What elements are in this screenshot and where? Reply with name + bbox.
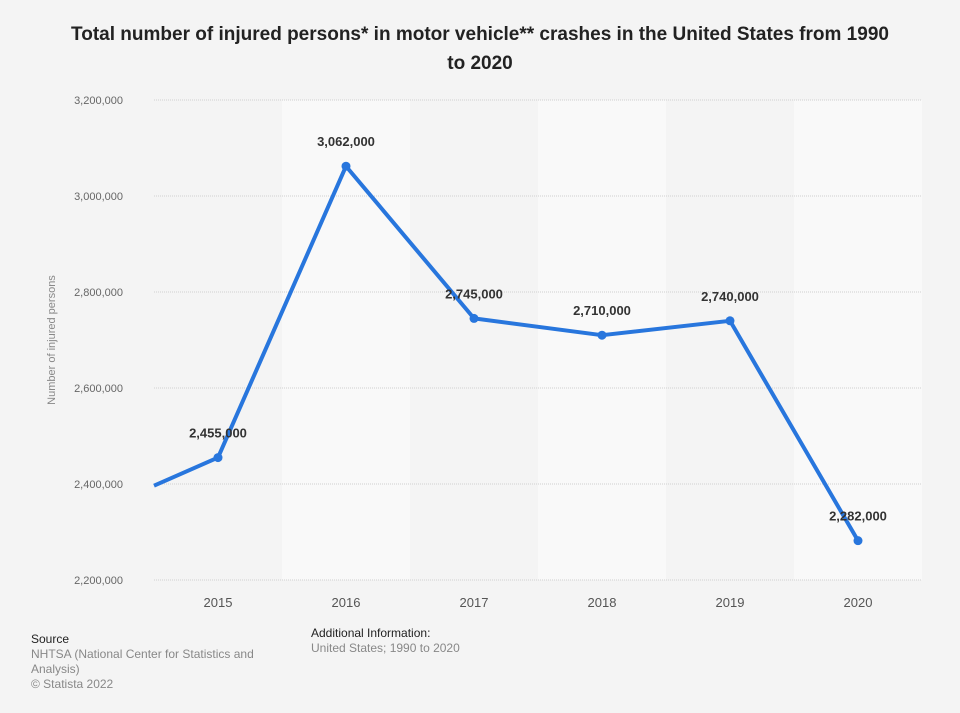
y-tick-label: 2,400,000 bbox=[74, 479, 123, 491]
y-axis-label: Number of injured persons bbox=[46, 275, 58, 405]
y-tick-label: 3,200,000 bbox=[74, 95, 123, 107]
y-tick-label: 2,600,000 bbox=[74, 383, 123, 395]
additional-info-block: Additional Information: United States; 1… bbox=[311, 626, 551, 656]
data-point bbox=[213, 453, 223, 463]
x-tick-label: 2020 bbox=[844, 595, 873, 610]
y-tick-label: 3,000,000 bbox=[74, 191, 123, 203]
additional-info-text: United States; 1990 to 2020 bbox=[311, 641, 460, 655]
data-label: 2,745,000 bbox=[445, 286, 503, 301]
data-label: 2,455,000 bbox=[189, 426, 247, 441]
source-block: Source NHTSA (National Center for Statis… bbox=[31, 632, 271, 692]
column-band bbox=[538, 100, 666, 580]
copyright: © Statista 2022 bbox=[31, 677, 114, 691]
data-point bbox=[341, 161, 351, 171]
y-tick-label: 2,200,000 bbox=[74, 575, 123, 587]
x-tick-label: 2018 bbox=[588, 595, 617, 610]
additional-info-heading: Additional Information: bbox=[311, 626, 431, 640]
data-point bbox=[597, 330, 607, 340]
x-tick-label: 2016 bbox=[332, 595, 361, 610]
chart-title: Total number of injured persons* in moto… bbox=[71, 24, 889, 74]
source-text: NHTSA (National Center for Statistics an… bbox=[31, 647, 254, 676]
source-heading: Source bbox=[31, 632, 70, 646]
data-label: 3,062,000 bbox=[317, 134, 375, 149]
data-point bbox=[725, 316, 735, 326]
x-tick-label: 2017 bbox=[460, 595, 489, 610]
data-point bbox=[469, 313, 479, 323]
column-band bbox=[282, 100, 410, 580]
data-label: 2,740,000 bbox=[701, 289, 759, 304]
x-tick-label: 2019 bbox=[716, 595, 745, 610]
data-label: 2,710,000 bbox=[573, 303, 631, 318]
data-point bbox=[853, 536, 863, 546]
y-tick-label: 2,800,000 bbox=[74, 287, 123, 299]
data-label: 2,282,000 bbox=[829, 509, 887, 524]
x-tick-label: 2015 bbox=[204, 595, 233, 610]
column-band bbox=[794, 100, 922, 580]
